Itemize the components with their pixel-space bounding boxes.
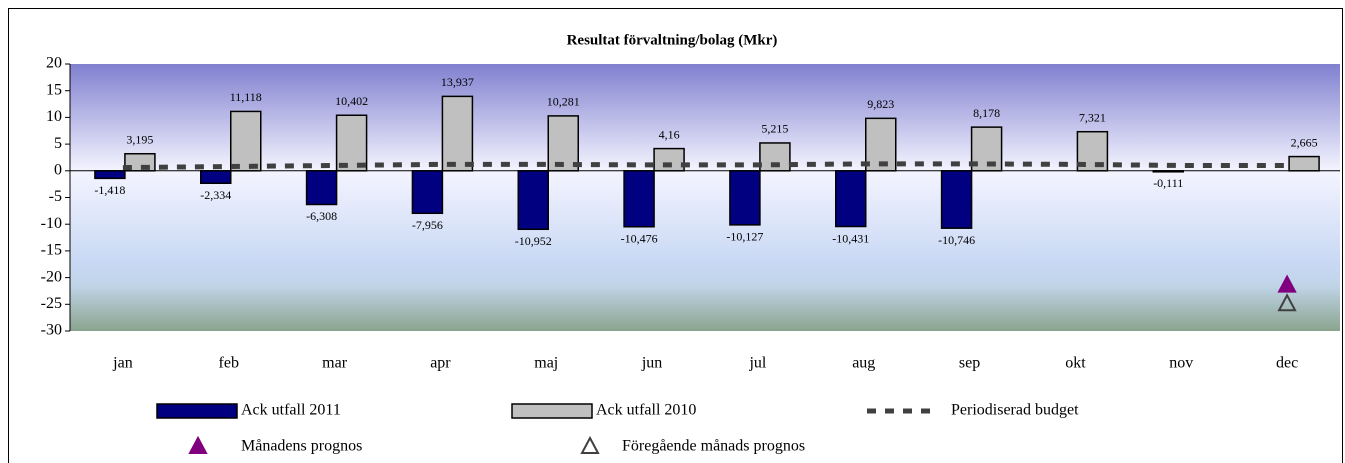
x-tick-label: mar	[322, 355, 348, 372]
bar	[200, 170, 232, 185]
data-label: -0,111	[1153, 176, 1183, 190]
legend-label: Ack utfall 2011	[241, 402, 341, 419]
data-label: 10,281	[547, 95, 580, 109]
bar	[335, 114, 368, 172]
bar	[1288, 155, 1320, 172]
bar	[729, 170, 761, 226]
legend-swatch	[511, 403, 593, 419]
data-label: -10,952	[515, 234, 552, 248]
data-label: -1,418	[94, 183, 125, 197]
legend-label: Månadens prognos	[241, 438, 362, 455]
plot-area	[70, 64, 1340, 331]
y-tick-label: -20	[41, 268, 62, 285]
data-label: 13,937	[441, 75, 474, 89]
x-tick-label: jun	[641, 355, 662, 372]
data-label: -10,431	[832, 231, 869, 245]
y-tick-label: 5	[54, 135, 62, 152]
y-tick-label: -30	[41, 322, 62, 339]
data-label: 11,118	[230, 90, 262, 104]
bar	[835, 170, 867, 228]
data-label: -6,308	[306, 209, 337, 223]
data-label: 10,402	[335, 94, 368, 108]
data-label: 2,665	[1291, 135, 1318, 149]
bar	[653, 147, 685, 172]
bar	[441, 95, 474, 172]
y-tick-label: -15	[41, 242, 62, 259]
prognos-marker	[1277, 293, 1297, 312]
data-label: -10,127	[726, 230, 763, 244]
x-tick-label: dec	[1276, 355, 1298, 372]
data-label: 9,823	[867, 97, 894, 111]
chart-title: Resultat förvaltning/bolag (Mkr)	[567, 32, 778, 48]
x-tick-label: okt	[1065, 355, 1086, 372]
y-tick-label: 0	[54, 161, 62, 178]
legend-label: Periodiserad budget	[951, 402, 1079, 419]
x-tick-label: jul	[748, 355, 766, 372]
legend-swatch	[156, 403, 238, 419]
x-tick-label: feb	[219, 355, 239, 372]
bar	[547, 115, 579, 172]
legend-swatch	[580, 435, 600, 454]
y-tick-label: -25	[41, 295, 62, 312]
y-tick-label: -5	[49, 188, 62, 205]
budget-line	[122, 161, 1288, 171]
data-label: -10,476	[621, 231, 658, 245]
x-tick-label: maj	[534, 355, 558, 372]
y-tick-label: 15	[46, 81, 62, 98]
data-label: 3,195	[126, 132, 153, 146]
bar	[94, 170, 126, 180]
data-label: 8,178	[973, 106, 1000, 120]
legend-label: Ack utfall 2010	[596, 402, 696, 419]
prognos-marker	[1277, 274, 1297, 293]
x-tick-label: nov	[1169, 355, 1193, 372]
data-label: -2,334	[200, 188, 231, 202]
bar	[305, 170, 338, 206]
data-label: -10,746	[938, 233, 975, 247]
bar	[230, 110, 262, 172]
data-label: -7,956	[412, 218, 443, 232]
bar	[411, 170, 444, 215]
bar	[940, 170, 973, 229]
bar	[1152, 170, 1184, 173]
legend-label: Föregående månads prognos	[622, 438, 805, 455]
y-tick-label: -10	[41, 215, 62, 232]
y-tick-label: 10	[46, 108, 62, 125]
y-tick-label: 20	[46, 55, 62, 72]
data-label: 4,16	[659, 127, 680, 141]
x-tick-label: apr	[430, 355, 451, 372]
x-tick-label: sep	[959, 355, 980, 372]
x-tick-label: aug	[852, 355, 875, 372]
legend-swatch	[188, 435, 208, 454]
data-label: 7,321	[1079, 110, 1106, 124]
bar	[517, 170, 549, 231]
data-label: 5,215	[761, 122, 788, 136]
bar	[623, 170, 655, 228]
x-tick-label: jan	[112, 355, 133, 372]
